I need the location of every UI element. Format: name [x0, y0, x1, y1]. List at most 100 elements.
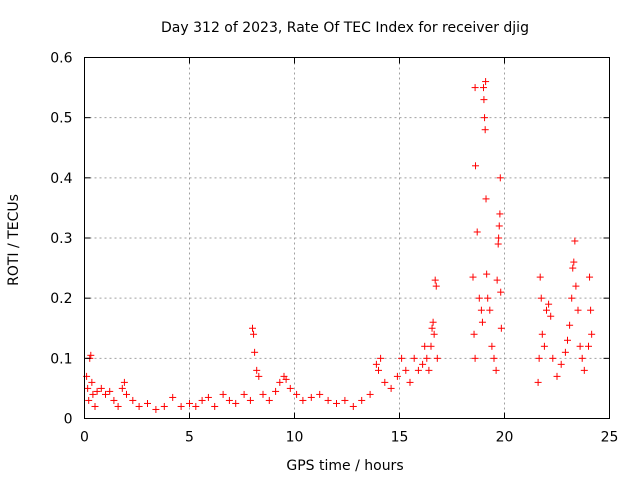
- data-point: [580, 366, 588, 374]
- data-point: [486, 306, 494, 314]
- data-point: [493, 276, 501, 284]
- data-point: [106, 387, 114, 395]
- data-point: [123, 390, 130, 398]
- data-point: [89, 390, 97, 398]
- data-point: [169, 393, 177, 401]
- data-point: [398, 354, 406, 362]
- data-point: [85, 396, 93, 404]
- data-point: [204, 393, 212, 401]
- data-point: [88, 378, 96, 386]
- data-point: [307, 393, 315, 401]
- data-point: [255, 372, 263, 380]
- data-point: [219, 390, 227, 398]
- data-point: [414, 366, 422, 374]
- data-point: [482, 78, 490, 86]
- data-point: [152, 405, 160, 413]
- data-point: [97, 384, 105, 392]
- data-point: [470, 330, 478, 338]
- data-point: [545, 300, 553, 308]
- data-point: [250, 330, 258, 338]
- data-point: [246, 396, 254, 404]
- data-point: [473, 228, 481, 236]
- data-point: [225, 396, 233, 404]
- data-point: [421, 342, 429, 350]
- x-axis-label: GPS time / hours: [286, 458, 403, 474]
- data-point: [537, 294, 545, 302]
- x-tick-label: 0: [80, 430, 89, 446]
- data-point: [587, 306, 595, 314]
- y-tick-label: 0.3: [50, 231, 72, 247]
- data-point: [211, 402, 219, 410]
- data-point: [299, 396, 307, 404]
- data-point: [87, 351, 95, 359]
- data-point: [557, 360, 565, 368]
- data-point: [481, 114, 489, 122]
- data-point: [232, 399, 240, 407]
- data-point: [144, 399, 151, 407]
- data-point: [571, 237, 579, 245]
- data-point: [495, 234, 503, 242]
- y-tick-label: 0: [64, 412, 73, 428]
- data-point: [483, 270, 491, 278]
- data-point: [253, 366, 261, 374]
- data-point: [93, 387, 101, 395]
- data-point: [496, 174, 504, 182]
- data-point: [428, 324, 436, 332]
- data-point: [423, 354, 431, 362]
- data-point: [588, 330, 596, 338]
- data-point: [433, 354, 441, 362]
- data-point: [536, 273, 544, 281]
- data-point: [480, 84, 487, 92]
- data-point: [534, 378, 542, 386]
- data-point: [410, 354, 418, 362]
- data-point: [586, 273, 594, 281]
- y-tick-label: 0.5: [50, 111, 72, 127]
- data-point: [276, 378, 284, 386]
- data-point: [240, 390, 248, 398]
- data-point: [538, 330, 546, 338]
- data-points: [83, 78, 596, 413]
- data-point: [120, 378, 128, 386]
- data-point: [543, 306, 550, 314]
- data-point: [259, 390, 267, 398]
- data-point: [265, 396, 273, 404]
- data-point: [576, 342, 584, 350]
- data-point: [430, 330, 438, 338]
- x-axis: 0 5 10 15 20 25: [80, 57, 618, 446]
- data-point: [419, 360, 427, 368]
- data-point: [553, 372, 561, 380]
- data-point: [160, 402, 168, 410]
- grid: [84, 57, 610, 419]
- data-point: [496, 210, 504, 218]
- data-point: [91, 402, 99, 410]
- x-tick-label: 15: [391, 430, 409, 446]
- y-tick-label: 0.1: [50, 351, 72, 367]
- data-point: [549, 354, 557, 362]
- data-point: [293, 390, 301, 398]
- x-tick-label: 20: [496, 430, 514, 446]
- y-tick-label: 0.2: [50, 291, 72, 307]
- data-point: [186, 399, 193, 407]
- data-point: [177, 402, 185, 410]
- data-point: [375, 366, 382, 374]
- data-point: [282, 375, 290, 383]
- data-point: [402, 366, 410, 374]
- data-point: [135, 402, 143, 410]
- data-point: [118, 384, 126, 392]
- data-point: [480, 96, 488, 104]
- data-point: [471, 84, 479, 92]
- data-point: [316, 390, 324, 398]
- data-point: [393, 372, 401, 380]
- data-point: [102, 390, 109, 398]
- data-point: [431, 276, 439, 284]
- data-point: [341, 396, 349, 404]
- data-point: [432, 282, 440, 290]
- data-point: [429, 318, 437, 326]
- data-point: [110, 396, 118, 404]
- data-point: [477, 306, 485, 314]
- data-point: [471, 354, 479, 362]
- data-point: [535, 354, 543, 362]
- data-point: [472, 162, 480, 170]
- data-point: [84, 384, 92, 392]
- data-point: [192, 402, 200, 410]
